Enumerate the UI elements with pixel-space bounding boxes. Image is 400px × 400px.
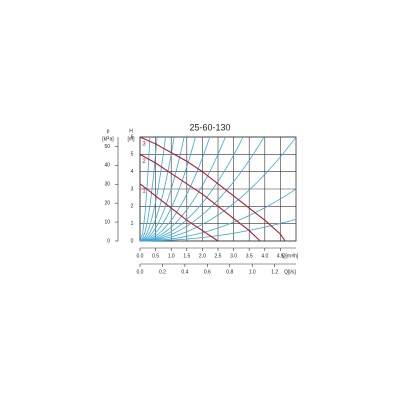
y-axis-unit: [m] — [128, 136, 136, 142]
pump-curve — [139, 136, 286, 242]
system-curve — [139, 136, 196, 242]
system-curve — [139, 136, 226, 242]
y2-axis-label: p — [107, 128, 110, 134]
y-tick-label: 6 — [131, 134, 134, 140]
pump-curve — [139, 153, 261, 242]
x-axis-label: Q[m³/h] — [282, 253, 299, 259]
x-tick-label: 1.0 — [168, 253, 175, 259]
curve-label: 3 — [142, 142, 146, 148]
y2-tick-label: 40 — [104, 163, 110, 169]
y-tick-label: 0 — [131, 238, 134, 244]
x2-tick-label: 0.8 — [226, 269, 233, 275]
x2-tick-label: 0.4 — [181, 269, 188, 275]
x2-tick-label: 0.2 — [159, 269, 166, 275]
system-curve — [139, 136, 166, 242]
system-curve — [139, 136, 265, 242]
x-tick-label: 4.0 — [261, 253, 268, 259]
y-tick-label: 4 — [131, 169, 134, 175]
y2-tick-label: 20 — [104, 201, 110, 207]
y-tick-label: 3 — [131, 186, 134, 192]
x2-axis-label: Q[l/s] — [284, 269, 296, 275]
x-tick-label: 3.0 — [230, 253, 237, 259]
y-tick-label: 5 — [131, 152, 134, 158]
chart-title: 25-60-130 — [189, 122, 230, 132]
x-tick-label: 4.5 — [277, 253, 284, 259]
system-curve — [139, 188, 297, 242]
system-curve — [139, 136, 244, 242]
x-tick-label: 1.5 — [183, 253, 190, 259]
x-tick-label: 3.5 — [246, 253, 253, 259]
y-axis-label: H — [129, 128, 133, 134]
y-tick-label: 2 — [131, 204, 134, 210]
pump-curve — [139, 183, 219, 242]
curve-label: 2 — [142, 159, 146, 165]
system-curve — [139, 136, 175, 242]
x2-tick-label: 1.2 — [271, 269, 278, 275]
y2-tick-label: 30 — [104, 182, 110, 188]
x2-tick-label: 0.6 — [204, 269, 211, 275]
system-curve — [139, 136, 211, 242]
y2-tick-label: 50 — [104, 144, 110, 150]
x-tick-label: 2.5 — [215, 253, 222, 259]
x2-tick-label: 1.0 — [249, 269, 256, 275]
x-tick-label: 0.5 — [152, 253, 159, 259]
y2-tick-label: 10 — [104, 219, 110, 225]
y2-axis-unit: [kPa] — [102, 136, 114, 142]
system-curve — [139, 218, 297, 242]
y2-tick-label: 0 — [107, 238, 110, 244]
x-tick-label: 0.0 — [137, 253, 144, 259]
system-curve — [139, 136, 158, 242]
y-tick-label: 1 — [131, 221, 134, 227]
system-curve — [139, 136, 297, 242]
x2-tick-label: 0.0 — [137, 269, 144, 275]
system-curve — [139, 136, 185, 242]
curve-label: 1 — [142, 188, 146, 194]
system-curve — [139, 136, 151, 242]
x-tick-label: 2.0 — [199, 253, 206, 259]
